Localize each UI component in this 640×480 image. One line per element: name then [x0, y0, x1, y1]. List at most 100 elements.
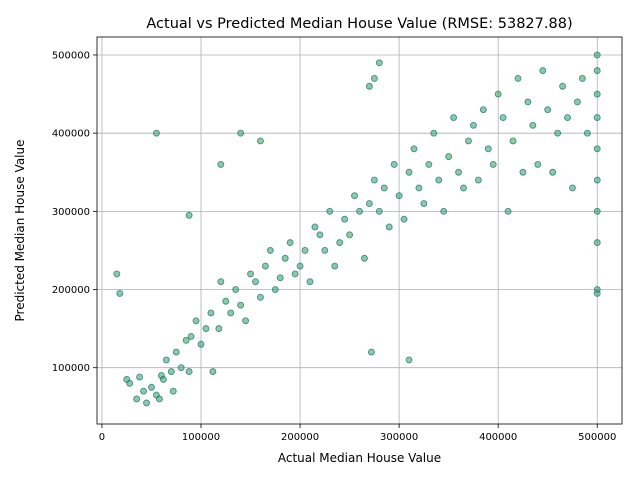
data-point	[573, 98, 581, 106]
data-point	[425, 160, 433, 168]
x-tick-label: 300000	[380, 432, 418, 443]
data-point	[385, 223, 393, 231]
data-point	[593, 207, 601, 215]
data-point	[410, 145, 418, 153]
data-point	[116, 289, 124, 297]
data-point	[367, 348, 375, 356]
data-point	[593, 239, 601, 247]
data-point	[162, 356, 170, 364]
y-tick-label: 300000	[52, 207, 90, 218]
data-point	[554, 129, 562, 137]
data-point	[430, 129, 438, 137]
x-axis-label: Actual Median House Value	[278, 451, 441, 465]
data-point	[232, 286, 240, 293]
data-point	[187, 332, 195, 340]
data-point	[494, 90, 502, 98]
grid-lines	[97, 37, 622, 424]
data-point	[192, 317, 200, 325]
data-point	[593, 289, 601, 297]
data-point	[593, 114, 601, 121]
data-point	[296, 262, 304, 270]
data-point	[455, 168, 463, 176]
data-point	[499, 114, 507, 121]
data-point	[159, 375, 167, 383]
data-point	[242, 317, 250, 325]
data-point	[155, 395, 163, 403]
data-point	[569, 184, 576, 192]
data-point	[222, 297, 230, 305]
data-point	[185, 368, 193, 376]
data-point	[261, 262, 269, 270]
data-point	[133, 395, 141, 403]
chart-title: Actual vs Predicted Median House Value (…	[146, 16, 572, 32]
data-point	[365, 82, 373, 90]
data-point	[336, 239, 344, 247]
data-point	[578, 74, 586, 82]
x-tick-label: 0	[99, 432, 105, 443]
data-point	[152, 129, 160, 137]
data-point	[126, 379, 134, 387]
data-point	[247, 270, 254, 278]
data-point	[321, 246, 329, 254]
data-point	[143, 399, 150, 407]
y-axis-ticks: 100000 200000 300000 400000 500000	[52, 50, 97, 374]
y-tick-label: 100000	[52, 363, 90, 374]
data-point	[375, 59, 383, 67]
data-point	[405, 356, 413, 364]
data-points	[113, 51, 601, 407]
data-point	[529, 121, 537, 129]
data-point	[207, 309, 215, 317]
data-point	[227, 309, 235, 317]
plot-frame	[96, 36, 623, 425]
data-point	[440, 207, 448, 215]
data-point	[169, 387, 177, 395]
data-point	[197, 340, 205, 348]
data-point	[435, 176, 443, 184]
data-point	[474, 176, 482, 184]
data-point	[534, 160, 542, 168]
data-point	[564, 114, 571, 121]
data-point	[380, 184, 388, 192]
data-point	[346, 231, 354, 239]
x-tick-label: 100000	[182, 432, 220, 443]
data-point	[252, 278, 259, 286]
x-tick-label: 200000	[281, 432, 319, 443]
data-point	[405, 168, 413, 176]
data-point	[504, 207, 512, 215]
data-point	[148, 383, 155, 391]
data-point	[593, 51, 601, 59]
data-point	[316, 231, 324, 239]
data-point	[370, 74, 378, 82]
data-point	[136, 373, 144, 381]
data-point	[172, 348, 180, 356]
data-point	[450, 114, 458, 121]
data-point	[593, 176, 601, 184]
data-point	[489, 160, 497, 168]
data-point	[484, 145, 492, 153]
y-tick-label: 500000	[52, 50, 90, 61]
data-point	[400, 215, 408, 223]
data-point	[281, 254, 289, 262]
data-point	[544, 106, 552, 114]
x-tick-label: 400000	[479, 432, 517, 443]
data-point	[311, 223, 319, 231]
data-point	[256, 293, 264, 301]
data-point	[593, 67, 601, 75]
data-point	[177, 364, 185, 372]
data-point	[549, 168, 557, 176]
x-axis-ticks: 0 100000 200000 300000 400000 500000	[99, 424, 616, 443]
data-point	[291, 270, 299, 278]
data-point	[593, 145, 601, 153]
data-point	[375, 207, 383, 215]
data-point	[326, 207, 334, 215]
data-point	[460, 184, 467, 192]
data-point	[185, 211, 193, 219]
data-point	[465, 137, 472, 145]
data-point	[266, 246, 274, 254]
data-point	[593, 90, 601, 98]
data-point	[306, 278, 314, 286]
data-point	[524, 98, 532, 106]
data-point	[237, 129, 245, 137]
